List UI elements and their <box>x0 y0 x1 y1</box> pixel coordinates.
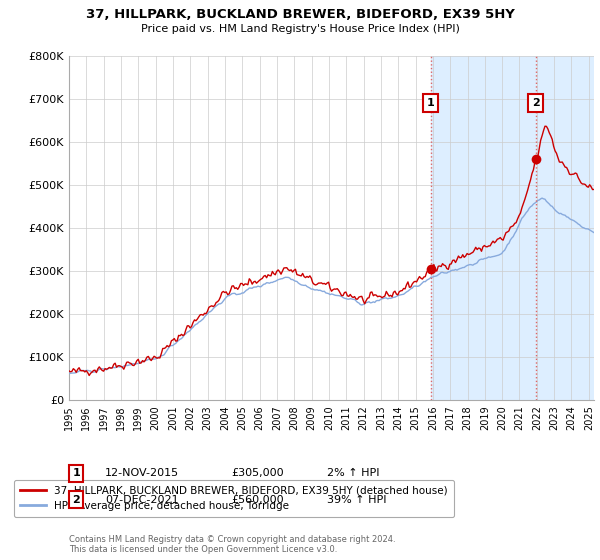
Text: 07-DEC-2021: 07-DEC-2021 <box>105 494 179 505</box>
Text: 1: 1 <box>427 99 434 108</box>
Bar <box>431 56 600 400</box>
Text: 1: 1 <box>73 468 80 478</box>
Text: Price paid vs. HM Land Registry's House Price Index (HPI): Price paid vs. HM Land Registry's House … <box>140 24 460 34</box>
Legend: 37, HILLPARK, BUCKLAND BREWER, BIDEFORD, EX39 5HY (detached house), HPI: Average: 37, HILLPARK, BUCKLAND BREWER, BIDEFORD,… <box>14 480 454 517</box>
Text: 37, HILLPARK, BUCKLAND BREWER, BIDEFORD, EX39 5HY: 37, HILLPARK, BUCKLAND BREWER, BIDEFORD,… <box>86 8 514 21</box>
Text: 2: 2 <box>73 494 80 505</box>
Text: 2% ↑ HPI: 2% ↑ HPI <box>327 468 380 478</box>
Text: Contains HM Land Registry data © Crown copyright and database right 2024.
This d: Contains HM Land Registry data © Crown c… <box>69 535 395 554</box>
Text: £305,000: £305,000 <box>231 468 284 478</box>
Text: 39% ↑ HPI: 39% ↑ HPI <box>327 494 386 505</box>
Text: 2: 2 <box>532 99 539 108</box>
Text: £560,000: £560,000 <box>231 494 284 505</box>
Text: 12-NOV-2015: 12-NOV-2015 <box>105 468 179 478</box>
